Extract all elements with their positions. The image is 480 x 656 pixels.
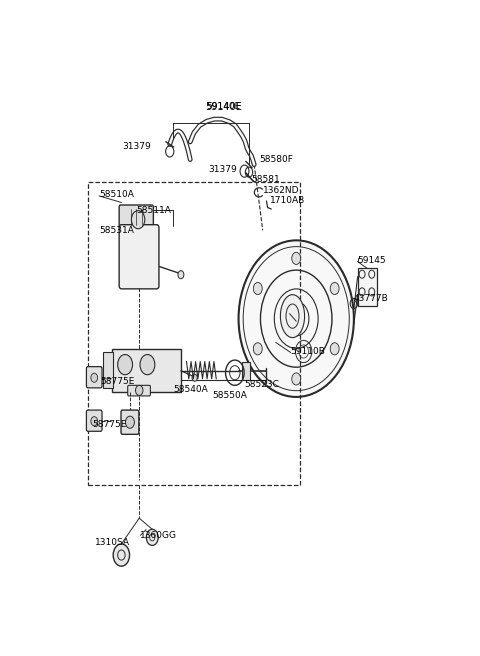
Text: 58511A: 58511A [136,205,171,215]
Bar [103,352,113,388]
Bar [112,349,181,392]
FancyBboxPatch shape [128,385,150,396]
FancyBboxPatch shape [121,410,139,434]
Circle shape [292,373,300,385]
Text: 58581: 58581 [252,175,280,184]
Text: 58775E: 58775E [100,377,134,386]
Circle shape [178,271,184,279]
Circle shape [91,417,97,426]
Circle shape [113,544,130,566]
Bar [88,182,300,485]
Bar [127,225,145,234]
Text: 1310SA: 1310SA [96,538,131,547]
FancyBboxPatch shape [119,205,154,228]
Text: 58540A: 58540A [173,385,208,394]
Text: 58523C: 58523C [244,380,279,389]
Ellipse shape [280,295,305,338]
Text: 59110B: 59110B [290,347,325,356]
Circle shape [91,373,97,382]
Circle shape [132,211,145,229]
Text: 58580F: 58580F [259,155,293,164]
Circle shape [118,354,132,375]
Circle shape [253,283,262,295]
Text: 58550A: 58550A [213,392,247,400]
Circle shape [140,354,155,375]
FancyBboxPatch shape [86,410,102,431]
Circle shape [253,342,262,355]
Text: 43777B: 43777B [354,294,389,303]
Text: 1360GG: 1360GG [140,531,177,541]
Circle shape [239,240,354,397]
Circle shape [135,385,143,396]
Text: 31379: 31379 [208,165,237,174]
Circle shape [330,342,339,355]
FancyBboxPatch shape [86,367,102,388]
Circle shape [192,374,197,381]
Text: 31379: 31379 [122,142,151,152]
Circle shape [125,416,134,428]
Text: 58531A: 58531A [99,226,134,235]
Text: 59140E: 59140E [205,102,242,112]
Bar [358,268,377,306]
Text: 59140E: 59140E [206,102,241,111]
Text: 59145: 59145 [358,256,386,265]
Text: 1710AB: 1710AB [270,196,305,205]
Text: 58510A: 58510A [99,190,134,199]
Circle shape [330,283,339,295]
Circle shape [146,529,158,545]
Circle shape [292,253,300,264]
Bar [242,361,251,380]
Text: 58775E: 58775E [93,420,127,429]
Bar [128,220,148,228]
Text: 1362ND: 1362ND [263,186,299,195]
FancyBboxPatch shape [119,225,159,289]
